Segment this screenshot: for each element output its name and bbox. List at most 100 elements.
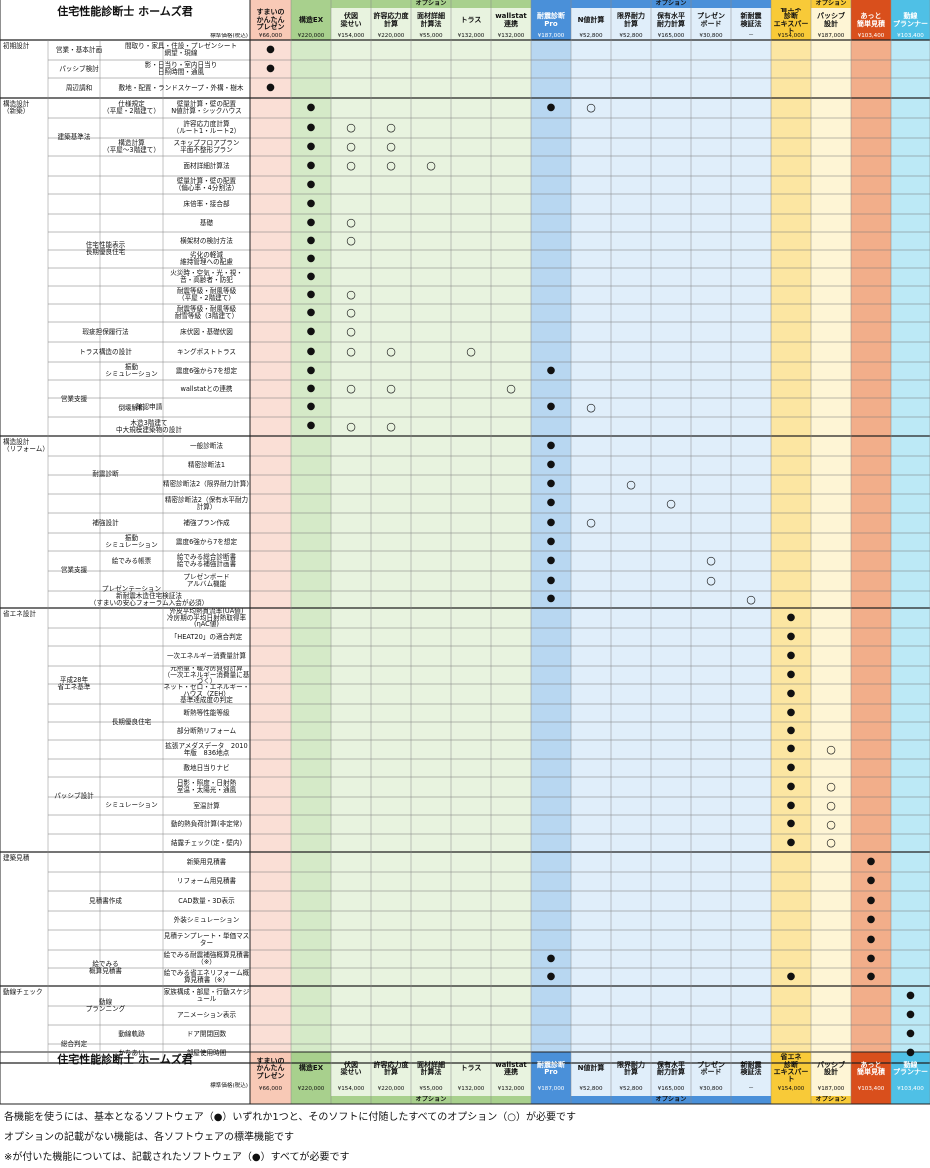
column-bg-9 bbox=[611, 40, 651, 1063]
mark-row0-col0: ● bbox=[266, 43, 275, 55]
feature-label-39: 日影・照度・日射熱 室温・太陽光・通風 bbox=[176, 779, 237, 794]
mark-row28-col11: ○ bbox=[706, 574, 716, 588]
column-bg-0 bbox=[250, 40, 291, 1063]
mark-row28-col7: ● bbox=[546, 574, 556, 586]
mark-row10-col1: ● bbox=[306, 234, 316, 246]
mark-row24-col7: ● bbox=[546, 497, 556, 509]
feature-label-15: 床伏図・基礎伏図 bbox=[180, 327, 233, 336]
product-price-6: ¥132,000 bbox=[497, 33, 525, 39]
footer-bg-0 bbox=[250, 1052, 291, 1104]
group-label-25: 補強設計 bbox=[92, 518, 119, 527]
mark-row51-col16: ● bbox=[906, 1009, 915, 1021]
footer-bg-9 bbox=[611, 1052, 651, 1104]
app-title: 住宅性能診断士 ホームズ君 bbox=[57, 5, 193, 19]
column-bg-5 bbox=[451, 40, 491, 1063]
mark-row6-col4: ○ bbox=[426, 159, 436, 173]
footer-product-price-9: ¥52,800 bbox=[619, 1086, 643, 1093]
column-bg-15 bbox=[851, 40, 891, 1063]
mark-row37-col14: ○ bbox=[826, 742, 836, 756]
group-label-17: 営業支援 bbox=[60, 394, 88, 403]
mark-row9-col2: ○ bbox=[346, 216, 356, 230]
footer-product-price-2: ¥154,000 bbox=[337, 1086, 365, 1093]
sub-label-26: 振動 シミュレーション bbox=[105, 534, 158, 549]
mark-row21-col7: ● bbox=[546, 439, 556, 451]
footer-product-price-8: ¥52,800 bbox=[579, 1086, 603, 1093]
feature-label-35: 断熱等性能等級 bbox=[183, 708, 230, 717]
product-name-4: 面材詳細 計算法 bbox=[417, 12, 445, 28]
footer-product-price-1: ¥220,000 bbox=[297, 1086, 325, 1093]
footer-product-price-4: ¥55,000 bbox=[419, 1086, 443, 1093]
sub-label-27: 絵でみる帳票 bbox=[111, 556, 152, 565]
feature-label-33: 元熱量・暖冷房負荷計算 （一次エネルギー消費量に基づく） bbox=[163, 666, 250, 684]
column-bg-14 bbox=[811, 40, 851, 1063]
group-label-2: 周辺調和 bbox=[65, 83, 93, 92]
footer-product-name-7: 耐震診断 Pro bbox=[537, 1060, 565, 1076]
product-price-9: ¥52,800 bbox=[619, 33, 643, 39]
mark-row23-col9: ○ bbox=[626, 477, 636, 491]
mark-row48-col15: ● bbox=[866, 952, 876, 964]
footer-product-name-8: N値計算 bbox=[577, 1064, 605, 1073]
group-label-16: トラス構造の設計 bbox=[79, 347, 132, 356]
footer-product-price-7: ¥187,000 bbox=[537, 1086, 565, 1093]
product-price-13: ¥154,000 bbox=[777, 33, 805, 39]
mark-row34-col13: ● bbox=[786, 687, 796, 699]
footer-option-band-bg-2 bbox=[811, 1096, 851, 1104]
footer-product-price-6: ¥132,000 bbox=[497, 1086, 525, 1093]
mark-row50-col16: ● bbox=[906, 989, 915, 1001]
mark-row16-col2: ○ bbox=[346, 345, 356, 359]
footer-product-name-0: すまいの かんたん プレゼン bbox=[256, 1056, 285, 1080]
feature-label-2: 敷地・配置・ランドスケープ・外構・樹木 bbox=[118, 83, 244, 92]
header-bg-1 bbox=[291, 0, 331, 40]
group-label-26: 営業支援 bbox=[60, 566, 88, 575]
mark-row41-col14: ○ bbox=[826, 817, 836, 831]
feature-label-41: 動的熱負荷計算(非定常) bbox=[170, 820, 243, 829]
feature-label-32: 一次エネルギー消費量計算 bbox=[166, 651, 247, 660]
footer-product-price-0: ¥66,000 bbox=[258, 1086, 283, 1093]
mark-row4-col1: ● bbox=[306, 121, 316, 133]
mark-row1-col0: ● bbox=[266, 62, 275, 74]
mark-row25-col7: ● bbox=[546, 516, 556, 528]
footer-product-price-16: ¥103,400 bbox=[897, 1086, 924, 1093]
sub-label-53: かちあい bbox=[118, 1049, 145, 1058]
group-label-31: 平成28年 省エネ基準 bbox=[57, 676, 91, 691]
product-name-13: 省エネ 診断 エキスパート bbox=[773, 8, 809, 33]
sub-label-28: プレゼンテーション bbox=[101, 585, 162, 594]
footer-option-band-0: オプション bbox=[415, 1096, 447, 1103]
mark-row5-col2: ○ bbox=[346, 140, 356, 154]
mark-row19-col7: ● bbox=[546, 401, 556, 413]
mark-row15-col1: ● bbox=[306, 325, 316, 337]
mark-row6-col1: ● bbox=[306, 159, 316, 171]
feature-label-21: 一般診断法 bbox=[190, 441, 223, 450]
feature-label-48: 絵でみる耐震補強概算見積書（※） bbox=[163, 951, 250, 966]
product-price-3: ¥220,000 bbox=[377, 33, 405, 39]
mark-row29-col12: ○ bbox=[746, 592, 756, 606]
mark-row39-col13: ● bbox=[786, 780, 796, 792]
feature-label-23: 精密診断法2（限界耐力計算） bbox=[163, 480, 250, 489]
product-name-11: プレゼン ボード bbox=[697, 12, 725, 28]
footer-option-band-1: オプション bbox=[655, 1096, 687, 1103]
group-label-50: 動線 プランニング bbox=[85, 997, 126, 1013]
footer-product-price-5: ¥132,000 bbox=[457, 1086, 485, 1093]
section-label-43: 建築見積 bbox=[3, 854, 30, 862]
mark-row20-col1: ● bbox=[306, 420, 316, 432]
header-bg-0 bbox=[250, 0, 291, 40]
feature-label-12: 火災時・空気・光・視・ 音・高齢者・防犯 bbox=[170, 269, 243, 284]
column-bg-1 bbox=[291, 40, 331, 1063]
column-bg-12 bbox=[731, 40, 771, 1063]
mark-row42-col14: ○ bbox=[826, 836, 836, 850]
footer-option-band-bg-1 bbox=[571, 1096, 771, 1104]
option-band-2: オプション bbox=[815, 0, 847, 7]
group-label-7: 住宅性能表示 長期優良住宅 bbox=[85, 241, 126, 256]
feature-label-0: 間取り・家具・住設・プレゼンシート 網望・現線 bbox=[124, 42, 238, 57]
footer-product-name-6: wallstat 連携 bbox=[495, 1060, 527, 1076]
feature-label-22: 精密診断法1 bbox=[187, 461, 226, 470]
mark-row49-col7: ● bbox=[546, 970, 556, 982]
mark-row22-col7: ● bbox=[546, 459, 556, 471]
column-bg-2 bbox=[331, 40, 371, 1063]
footer-product-name-12: 新耐震 検証法 bbox=[740, 1060, 762, 1076]
section-label-50: 動線チェック bbox=[3, 988, 43, 996]
footer-product-name-13: 省エネ 診断 エキスパート bbox=[773, 1053, 809, 1084]
mark-row32-col13: ● bbox=[786, 649, 796, 661]
footer-option-band-bg-0 bbox=[331, 1096, 531, 1104]
mark-row23-col7: ● bbox=[546, 478, 556, 490]
